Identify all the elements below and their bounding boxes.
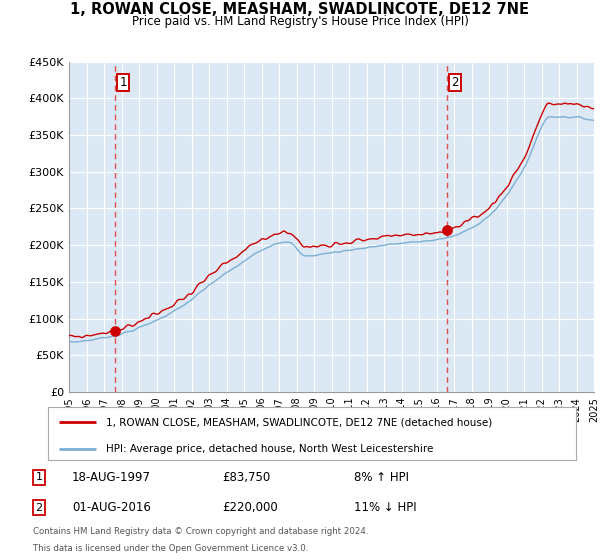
Text: 11% ↓ HPI: 11% ↓ HPI — [354, 501, 416, 515]
Point — [110, 326, 120, 335]
Text: 8% ↑ HPI: 8% ↑ HPI — [354, 470, 409, 484]
Text: 1, ROWAN CLOSE, MEASHAM, SWADLINCOTE, DE12 7NE (detached house): 1, ROWAN CLOSE, MEASHAM, SWADLINCOTE, DE… — [106, 417, 493, 427]
Text: This data is licensed under the Open Government Licence v3.0.: This data is licensed under the Open Gov… — [33, 544, 308, 553]
Text: 18-AUG-1997: 18-AUG-1997 — [72, 470, 151, 484]
Text: 1, ROWAN CLOSE, MEASHAM, SWADLINCOTE, DE12 7NE: 1, ROWAN CLOSE, MEASHAM, SWADLINCOTE, DE… — [71, 2, 530, 17]
Text: 01-AUG-2016: 01-AUG-2016 — [72, 501, 151, 515]
Text: 2: 2 — [35, 503, 43, 513]
Text: £220,000: £220,000 — [222, 501, 278, 515]
Text: £83,750: £83,750 — [222, 470, 270, 484]
Text: Contains HM Land Registry data © Crown copyright and database right 2024.: Contains HM Land Registry data © Crown c… — [33, 528, 368, 536]
Text: 1: 1 — [119, 76, 127, 89]
Text: 1: 1 — [35, 472, 43, 482]
Text: Price paid vs. HM Land Registry's House Price Index (HPI): Price paid vs. HM Land Registry's House … — [131, 15, 469, 27]
Text: 2: 2 — [451, 76, 458, 89]
Point — [442, 226, 452, 235]
Text: HPI: Average price, detached house, North West Leicestershire: HPI: Average price, detached house, Nort… — [106, 444, 433, 454]
